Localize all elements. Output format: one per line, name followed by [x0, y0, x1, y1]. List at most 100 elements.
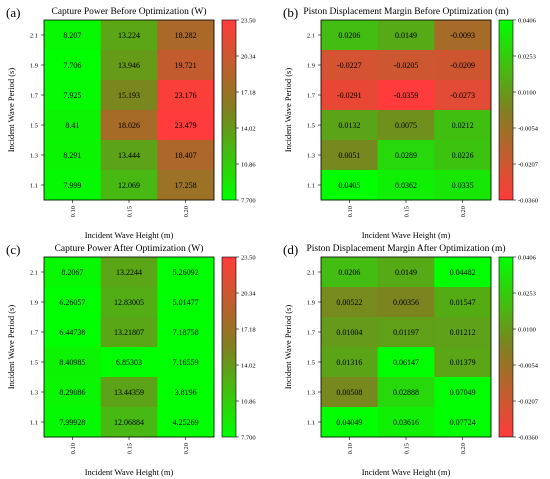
x-axis-label: Incident Wave Height (m) [362, 467, 451, 477]
y-axis-label: Incident Wave Period (s) [283, 68, 293, 153]
colorbar [498, 256, 514, 438]
heatmap-cell [100, 257, 158, 288]
y-tick-label: 1.3 [30, 153, 38, 160]
y-tick-label: 1.3 [30, 390, 38, 397]
colorbar [221, 256, 237, 438]
heatmap-cell [100, 140, 158, 171]
chart-title: Capture Power Before Optimization (W) [51, 6, 206, 17]
cell-value-label: 6.85303 [116, 358, 142, 367]
heatmap-cell [434, 377, 492, 408]
x-tick-label: 0.20 [183, 206, 190, 217]
cell-value-label: 23.176 [175, 91, 197, 100]
heatmap-cell [44, 20, 102, 51]
x-tick-label: 0.15 [127, 443, 134, 454]
cell-value-label: 0.06147 [393, 358, 419, 367]
heatmap-cell [157, 287, 215, 318]
cell-value-label: 0.0226 [452, 151, 474, 160]
y-tick-label: 1.1 [307, 420, 315, 427]
y-tick-label: 1.9 [307, 63, 315, 70]
colorbar-tick-label: -0.0207 [518, 162, 539, 169]
cell-value-label: 8.207 [63, 31, 81, 40]
cell-value-label: 0.0289 [395, 151, 417, 160]
cell-value-label: 0.07049 [450, 388, 476, 397]
cell-value-label: -0.0205 [394, 61, 419, 70]
cell-value-label: 7.16559 [173, 358, 199, 367]
cell-value-label: 12.06884 [114, 418, 144, 427]
heatmap-cell [377, 257, 435, 288]
heatmap-cell [44, 407, 102, 438]
colorbar-tick-label: 14.02 [241, 126, 256, 133]
x-tick-label: 0.10 [70, 206, 77, 217]
heatmap-panel: (d) Piston Displacement Margin After Opti… [283, 242, 539, 477]
heatmap-cell [377, 50, 435, 81]
heatmap-cell [321, 20, 379, 51]
heatmap-cell [321, 50, 379, 81]
heatmap-cell [157, 407, 215, 438]
heatmap-cell [434, 287, 492, 318]
cell-value-label: 7.18758 [173, 328, 199, 337]
cell-value-label: 8.2067 [61, 268, 83, 277]
heatmap-cell [44, 170, 102, 201]
cell-value-label: 12.069 [118, 181, 140, 190]
cell-value-label: 0.0362 [395, 181, 417, 190]
cell-value-label: 13.44359 [114, 388, 144, 397]
y-tick-label: 1.3 [307, 390, 315, 397]
heatmap-cell [321, 80, 379, 111]
heatmap-cell [377, 377, 435, 408]
y-tick-label: 1.7 [307, 330, 316, 337]
x-axis-label: Incident Wave Height (m) [85, 230, 174, 240]
heatmap-cell [377, 20, 435, 51]
heatmap-cell [321, 140, 379, 171]
heatmap-cell [157, 80, 215, 111]
heatmap-cell [157, 20, 215, 51]
y-tick-label: 1.9 [30, 63, 38, 70]
cell-value-label: 0.01379 [450, 358, 476, 367]
colorbar [221, 19, 237, 201]
y-tick-label: 1.1 [30, 420, 38, 427]
cell-value-label: 8.29086 [59, 388, 85, 397]
heatmap-cell [157, 257, 215, 288]
cell-value-label: -0.0093 [450, 31, 475, 40]
cell-value-label: -0.0273 [450, 91, 475, 100]
heatmap-cell [377, 347, 435, 378]
colorbar-tick-label: -0.0207 [518, 399, 539, 406]
cell-value-label: -0.0291 [337, 91, 362, 100]
colorbar-tick-label: 10.86 [241, 162, 256, 169]
cell-value-label: 15.193 [118, 91, 140, 100]
heatmap-cell [100, 377, 158, 408]
heatmap-cell [100, 80, 158, 111]
heatmap-cell [100, 347, 158, 378]
colorbar-tick-label: 14.02 [241, 363, 256, 370]
heatmap-cell [321, 347, 379, 378]
cell-value-label: 23.479 [175, 121, 197, 130]
heatmap-cell [157, 347, 215, 378]
colorbar-tick-label: 7.700 [241, 435, 256, 442]
colorbar-tick-label: 17.18 [241, 327, 256, 334]
heatmap-panel: (c) Capture Power After Optimization (W) 8… [6, 242, 256, 477]
heatmap-cell [377, 80, 435, 111]
heatmap-cell [157, 50, 215, 81]
cell-value-label: 13.444 [118, 151, 140, 160]
heatmap-panel: (b) Piston Displacement Margin Before Opt… [283, 5, 539, 240]
heatmap-cell [321, 257, 379, 288]
chart-title: Piston Displacement Margin Before Optimi… [303, 6, 508, 17]
x-tick-label: 0.15 [404, 443, 411, 454]
heatmap-cell [434, 257, 492, 288]
cell-value-label: 0.0132 [338, 121, 360, 130]
heatmap-cell [44, 317, 102, 348]
cell-value-label: -0.0227 [337, 61, 362, 70]
heatmap-cell [377, 170, 435, 201]
cell-value-label: 0.0206 [338, 268, 360, 277]
x-tick-label: 0.15 [127, 206, 134, 217]
panel-label: (d) [283, 242, 298, 257]
cell-value-label: 0.00508 [336, 388, 362, 397]
y-tick-label: 2.1 [30, 270, 38, 277]
cell-value-label: 5.01477 [173, 298, 199, 307]
heatmap-cell [321, 287, 379, 318]
colorbar-tick-label: 20.34 [241, 291, 256, 298]
y-axis-label: Incident Wave Period (s) [6, 68, 16, 153]
x-axis-label: Incident Wave Height (m) [362, 230, 451, 240]
x-tick-label: 0.20 [460, 206, 467, 217]
cell-value-label: 0.02888 [393, 388, 419, 397]
cell-value-label: 0.0051 [338, 151, 360, 160]
